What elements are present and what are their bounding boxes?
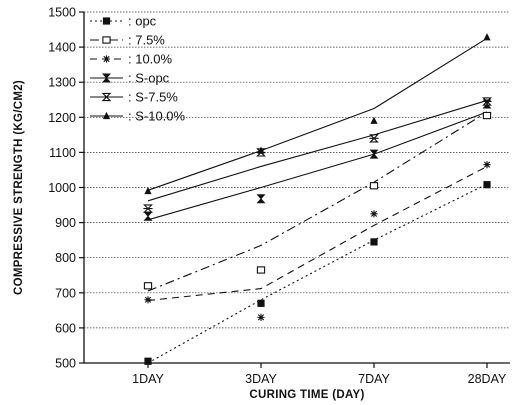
legend-marker-opc: [102, 17, 111, 25]
data-point-10.0%: [257, 313, 265, 321]
series-lines: [147, 37, 488, 364]
data-point-S-7.5%: [369, 134, 379, 143]
legend-label-S-opc: : S-opc: [128, 71, 170, 86]
axis-lines: [83, 12, 510, 364]
data-point-7.5%: [143, 282, 153, 290]
data-point-S-7.5%: [482, 97, 492, 106]
series-line-S-opc: [147, 111, 488, 221]
y-tick-label: 900: [55, 216, 76, 230]
y-tick-label: 700: [55, 286, 76, 300]
y-tick-label: 1100: [49, 146, 76, 160]
legend-marker-7.5%: [102, 36, 111, 44]
legend-label-7.5%: : 7.5%: [128, 33, 165, 48]
series-line-S-10.0%: [147, 37, 488, 191]
y-tick-label: 500: [55, 357, 76, 371]
x-tick-label: 1DAY: [132, 372, 164, 386]
y-tick-label: 1300: [48, 76, 76, 90]
data-markers: [143, 33, 492, 365]
data-point-S-opc: [369, 149, 379, 159]
y-tick-label: 600: [55, 321, 76, 335]
data-point-7.5%: [482, 111, 492, 120]
data-point-S-7.5%: [143, 204, 153, 213]
data-point-opc: [257, 299, 265, 307]
legend-marker-10.0%: [102, 55, 111, 63]
legend-marker-S-7.5%: [101, 92, 112, 102]
series-line-opc: [147, 183, 488, 364]
gridlines: [84, 11, 510, 329]
data-point-7.5%: [256, 266, 266, 274]
data-point-S-10.0%: [257, 146, 265, 154]
data-point-10.0%: [144, 296, 152, 304]
legend-marker-S-opc: [102, 73, 111, 83]
x-tick-label: 7DAY: [358, 372, 390, 386]
legend-label-S-10.0%: : S-10.0%: [128, 109, 186, 124]
y-tick-label: 1000: [48, 181, 76, 195]
legend-label-opc: : opc: [128, 14, 157, 29]
legend-marker-S-10.0%: [102, 111, 111, 120]
x-tick-label: 28DAY: [468, 372, 507, 386]
series-line-7.5%: [147, 111, 488, 292]
axes: 500 600 700 800 900 1000 1100 1200 1300 1400 1500 1…: [48, 6, 510, 386]
data-point-S-10.0%: [483, 33, 491, 41]
data-point-10.0%: [370, 210, 378, 218]
x-axis-title: CURING TIME (DAY): [249, 389, 364, 401]
y-tick-label: 1400: [48, 41, 76, 55]
data-point-S-10.0%: [144, 186, 152, 195]
data-point-S-10.0%: [370, 116, 378, 124]
y-tick-label: 1500: [48, 6, 76, 20]
data-point-S-opc: [256, 194, 266, 204]
data-point-S-opc: [143, 211, 153, 221]
y-axis-title: COMPRESSIVE STRENGTH (KG/CM2): [13, 80, 25, 295]
legend-label-S-7.5%: : S-7.5%: [128, 90, 178, 105]
series-line-10.0%: [147, 165, 488, 302]
y-tick-label: 800: [55, 251, 76, 265]
data-point-7.5%: [369, 182, 379, 190]
data-point-opc: [370, 238, 378, 246]
legend-label-10.0%: : 10.0%: [128, 52, 173, 67]
series-line-S-7.5%: [147, 99, 488, 202]
x-tick-label: 3DAY: [245, 372, 277, 386]
data-point-10.0%: [483, 161, 491, 169]
legend: : opc : 7.5% : 10.0% : S-opc : S-7.5% : S-10.…: [90, 14, 186, 124]
y-tick-label: 1200: [48, 111, 76, 125]
data-point-opc: [483, 181, 491, 189]
data-point-opc: [144, 357, 152, 365]
